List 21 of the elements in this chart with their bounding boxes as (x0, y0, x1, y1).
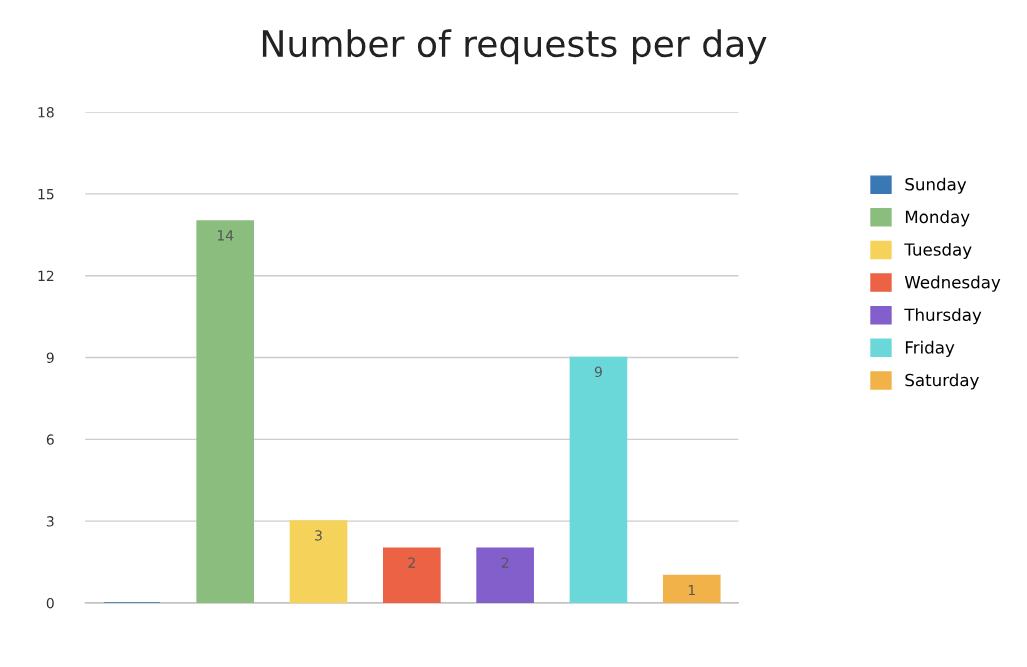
y-tick-label: 18 (38, 107, 54, 118)
legend-label: Thursday (904, 308, 982, 325)
data-label: 14 (217, 230, 234, 241)
data-label: 2 (501, 557, 509, 568)
y-tick-label: 0 (46, 597, 54, 609)
y-tick-label: 12 (38, 270, 54, 281)
y-tick-label: 15 (38, 189, 54, 200)
data-label: 9 (594, 366, 602, 378)
y-tick-label: 6 (46, 434, 54, 445)
y-tick-label: 3 (46, 516, 54, 527)
legend-label: Wednesday (904, 275, 1001, 292)
chart-title: Number of requests per day (262, 29, 767, 65)
legend-label: Sunday (905, 177, 967, 194)
y-tick-label: 9 (46, 352, 54, 363)
legend-label: Friday (905, 340, 955, 357)
legend-label: Saturday (905, 373, 979, 390)
data-label: 1 (688, 584, 695, 596)
data-label: 3 (315, 530, 322, 541)
legend-label: Monday (905, 210, 970, 227)
legend-label: Tuesday (904, 242, 972, 260)
data-label: 2 (408, 557, 415, 568)
